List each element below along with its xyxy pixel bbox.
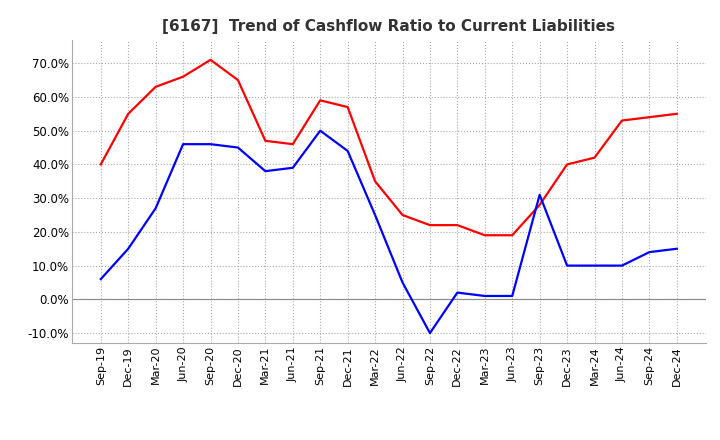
Operating CF to Current Liabilities [645, 114, 654, 120]
Free CF to Current Liabilities [618, 263, 626, 268]
Operating CF to Current Liabilities [96, 162, 105, 167]
Free CF to Current Liabilities [426, 330, 434, 336]
Free CF to Current Liabilities [233, 145, 242, 150]
Free CF to Current Liabilities [206, 142, 215, 147]
Operating CF to Current Liabilities [508, 233, 516, 238]
Operating CF to Current Liabilities [289, 142, 297, 147]
Free CF to Current Liabilities [261, 169, 270, 174]
Free CF to Current Liabilities [96, 276, 105, 282]
Operating CF to Current Liabilities [480, 233, 489, 238]
Free CF to Current Liabilities [590, 263, 599, 268]
Free CF to Current Liabilities [672, 246, 681, 251]
Line: Free CF to Current Liabilities: Free CF to Current Liabilities [101, 131, 677, 333]
Operating CF to Current Liabilities [672, 111, 681, 117]
Free CF to Current Liabilities [563, 263, 572, 268]
Operating CF to Current Liabilities [261, 138, 270, 143]
Free CF to Current Liabilities [645, 249, 654, 255]
Operating CF to Current Liabilities [206, 57, 215, 62]
Operating CF to Current Liabilities [343, 104, 352, 110]
Operating CF to Current Liabilities [398, 213, 407, 218]
Operating CF to Current Liabilities [536, 202, 544, 208]
Free CF to Current Liabilities [179, 142, 187, 147]
Free CF to Current Liabilities [316, 128, 325, 133]
Free CF to Current Liabilities [151, 205, 160, 211]
Free CF to Current Liabilities [453, 290, 462, 295]
Free CF to Current Liabilities [343, 148, 352, 154]
Free CF to Current Liabilities [371, 213, 379, 218]
Operating CF to Current Liabilities [124, 111, 132, 117]
Line: Operating CF to Current Liabilities: Operating CF to Current Liabilities [101, 60, 677, 235]
Operating CF to Current Liabilities [618, 118, 626, 123]
Operating CF to Current Liabilities [590, 155, 599, 160]
Free CF to Current Liabilities [508, 293, 516, 299]
Free CF to Current Liabilities [480, 293, 489, 299]
Free CF to Current Liabilities [398, 280, 407, 285]
Operating CF to Current Liabilities [453, 223, 462, 228]
Operating CF to Current Liabilities [151, 84, 160, 89]
Operating CF to Current Liabilities [233, 77, 242, 83]
Operating CF to Current Liabilities [563, 162, 572, 167]
Operating CF to Current Liabilities [426, 223, 434, 228]
Operating CF to Current Liabilities [179, 74, 187, 79]
Operating CF to Current Liabilities [316, 98, 325, 103]
Free CF to Current Liabilities [124, 246, 132, 251]
Free CF to Current Liabilities [289, 165, 297, 170]
Operating CF to Current Liabilities [371, 179, 379, 184]
Free CF to Current Liabilities [536, 192, 544, 198]
Title: [6167]  Trend of Cashflow Ratio to Current Liabilities: [6167] Trend of Cashflow Ratio to Curren… [162, 19, 616, 34]
